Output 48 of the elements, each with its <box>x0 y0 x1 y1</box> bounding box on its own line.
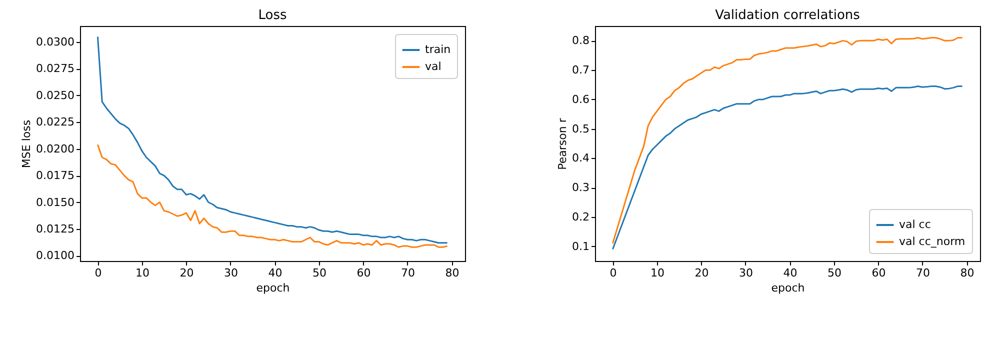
x-tick-label: 50 <box>827 266 842 280</box>
x-tick-label: 40 <box>783 266 798 280</box>
y-tick-label: 0.2 <box>572 210 590 224</box>
y-tick-label: 0.3 <box>572 181 590 194</box>
chart-title: Loss <box>258 8 287 23</box>
x-tick-label: 0 <box>610 266 617 280</box>
y-tick-label: 0.0100 <box>36 249 74 262</box>
y-axis-title: MSE loss <box>20 120 34 168</box>
x-tick-label: 40 <box>268 266 282 280</box>
y-tick-label: 0.0125 <box>36 222 74 236</box>
y-axis-title: Pearson r <box>556 118 570 170</box>
x-tick-label: 70 <box>916 266 930 280</box>
x-tick-label: 80 <box>960 266 974 280</box>
line-series <box>612 85 964 250</box>
y-tick-label: 0.6 <box>572 92 590 106</box>
legend-label: val cc <box>899 218 931 231</box>
x-tick-label: 20 <box>180 266 194 280</box>
x-tick-label: 60 <box>872 266 886 280</box>
line-series <box>96 36 448 244</box>
legend-label: val <box>425 60 442 73</box>
legend-label: val cc_norm <box>899 235 966 248</box>
x-tick-label: 30 <box>224 266 238 280</box>
x-tick-label: 70 <box>400 266 415 280</box>
chart-title: Validation correlations <box>715 8 860 23</box>
y-tick-label: 0.7 <box>572 64 590 77</box>
y-tick-label: 0.0175 <box>36 169 74 182</box>
line-series <box>96 144 448 248</box>
legend-label: train <box>425 43 451 56</box>
y-tick-label: 0.0200 <box>36 142 74 156</box>
y-tick-label: 0.8 <box>572 34 590 48</box>
x-tick-label: 20 <box>694 266 709 280</box>
x-tick-label: 50 <box>312 266 326 280</box>
y-tick-label: 0.4 <box>572 152 590 165</box>
x-tick-label: 10 <box>650 266 664 280</box>
x-axis-title: epoch <box>256 282 290 294</box>
x-tick-label: 10 <box>135 266 150 280</box>
y-tick-label: 0.5 <box>572 122 590 136</box>
y-tick-label: 0.0150 <box>36 196 74 209</box>
y-tick-label: 0.0250 <box>36 88 74 102</box>
y-tick-label: 0.0225 <box>36 116 74 129</box>
y-tick-label: 0.1 <box>572 240 590 253</box>
x-tick-label: 30 <box>738 266 753 280</box>
y-tick-label: 0.0275 <box>36 62 74 76</box>
x-tick-label: 0 <box>94 266 102 280</box>
x-tick-label: 60 <box>356 266 371 280</box>
x-axis-title: epoch <box>771 282 805 294</box>
y-tick-label: 0.0300 <box>36 36 74 49</box>
x-tick-label: 80 <box>445 266 460 280</box>
